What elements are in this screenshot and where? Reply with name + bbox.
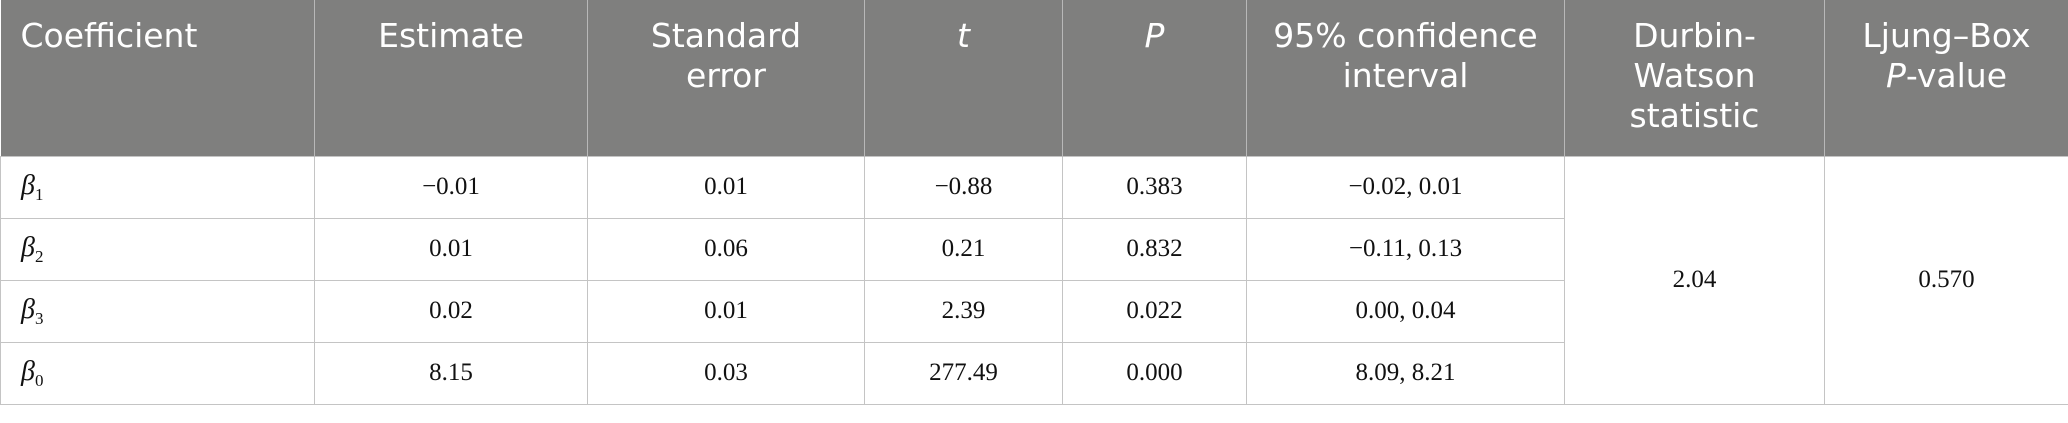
header-line: Ljung–Box: [1845, 16, 2048, 56]
table-cell: 8.15: [314, 341, 588, 405]
header-text: Standard: [650, 16, 802, 55]
table-cell: 0.01: [587, 155, 865, 219]
header-line: P-value: [1845, 56, 2048, 96]
header-text: P: [1885, 56, 1906, 95]
table-cell: 0.00, 0.04: [1246, 279, 1565, 343]
table-cell: 0.21: [864, 217, 1063, 281]
table-body: β1 −0.01 0.01 −0.88 0.383 −0.02, 0.01 2.04 0.57…: [0, 155, 2068, 405]
table-cell: 0.01: [314, 217, 588, 281]
table-cell: 0.06: [587, 217, 865, 281]
table-cell: β1: [0, 155, 315, 219]
header-text: 95% confidence: [1273, 16, 1538, 55]
header-line: Estimate: [335, 16, 567, 56]
header-text: Durbin-: [1633, 16, 1756, 55]
table-cell: −0.11, 0.13: [1246, 217, 1565, 281]
header-cell: t: [864, 0, 1063, 156]
header-line: Standard: [608, 16, 844, 56]
header-line: interval: [1267, 56, 1544, 96]
header-text: interval: [1342, 56, 1469, 95]
header-cell: Standard error: [587, 0, 865, 156]
coefficient-symbol: β: [21, 231, 35, 263]
header-text: Ljung–Box: [1862, 16, 2031, 55]
header-line: P: [1083, 16, 1226, 56]
header-cell: P: [1062, 0, 1247, 156]
header-cell: 95% confidence interval: [1246, 0, 1565, 156]
header-text: Coefficient: [20, 16, 198, 55]
table-cell: β0: [0, 341, 315, 405]
table-row: β2 0.01 0.06 0.21 0.832 −0.11, 0.13: [0, 217, 2068, 281]
table-cell: 2.39: [864, 279, 1063, 343]
table-cell: −0.88: [864, 155, 1063, 219]
header-cell: Durbin- Watson statistic: [1564, 0, 1825, 156]
coefficient-symbol: β: [21, 293, 35, 325]
header-text: statistic: [1629, 96, 1760, 135]
header-cell: Estimate: [314, 0, 588, 156]
table-row: β3 0.02 0.01 2.39 0.022 0.00, 0.04: [0, 279, 2068, 343]
header-text: Estimate: [378, 16, 524, 55]
header-cell: Ljung–Box P-value: [1824, 0, 2068, 156]
header-line: Durbin-: [1585, 16, 1804, 56]
header-text: Watson: [1633, 56, 1756, 95]
header-line: Coefficient: [21, 16, 295, 56]
table-cell: 0.000: [1062, 341, 1247, 405]
table-cell: 0.03: [587, 341, 865, 405]
header-line: error: [608, 56, 844, 96]
header-line: 95% confidence: [1267, 16, 1544, 56]
table-row: β0 8.15 0.03 277.49 0.000 8.09, 8.21: [0, 341, 2068, 405]
table-cell: 277.49: [864, 341, 1063, 405]
header-line: Watson: [1585, 56, 1804, 96]
header-cell: Coefficient: [0, 0, 315, 156]
coefficient-symbol: β: [21, 355, 35, 387]
header-line: t: [885, 16, 1042, 56]
regression-table: Coefficient Estimate Standard error t P 95% co…: [0, 0, 2068, 405]
table-cell: 0.02: [314, 279, 588, 343]
header-text: -value: [1905, 56, 2008, 95]
header-row: Coefficient Estimate Standard error t P 95% co…: [0, 0, 2068, 156]
table-cell: β2: [0, 217, 315, 281]
coefficient-subscript: 2: [34, 246, 44, 266]
coefficient-symbol: β: [21, 169, 35, 201]
header-text: error: [686, 56, 766, 95]
table-cell: 0.01: [587, 279, 865, 343]
header-line: statistic: [1585, 96, 1804, 136]
coefficient-subscript: 1: [34, 184, 44, 204]
table-cell: β3: [0, 279, 315, 343]
table-cell: −0.01: [314, 155, 588, 219]
durbin-watson-value: 2.04: [1564, 155, 1825, 405]
table-cell: −0.02, 0.01: [1246, 155, 1565, 219]
table-row: β1 −0.01 0.01 −0.88 0.383 −0.02, 0.01 2.04 0.57…: [0, 155, 2068, 405]
coefficient-subscript: 3: [34, 308, 44, 328]
ljung-box-value: 0.570: [1824, 155, 2068, 405]
header-text: P: [1144, 16, 1165, 55]
coefficient-subscript: 0: [34, 370, 44, 390]
table-cell: 0.383: [1062, 155, 1247, 219]
header-text: t: [957, 16, 970, 55]
table-cell: 0.022: [1062, 279, 1247, 343]
table-cell: 0.832: [1062, 217, 1247, 281]
table-cell: 8.09, 8.21: [1246, 341, 1565, 405]
